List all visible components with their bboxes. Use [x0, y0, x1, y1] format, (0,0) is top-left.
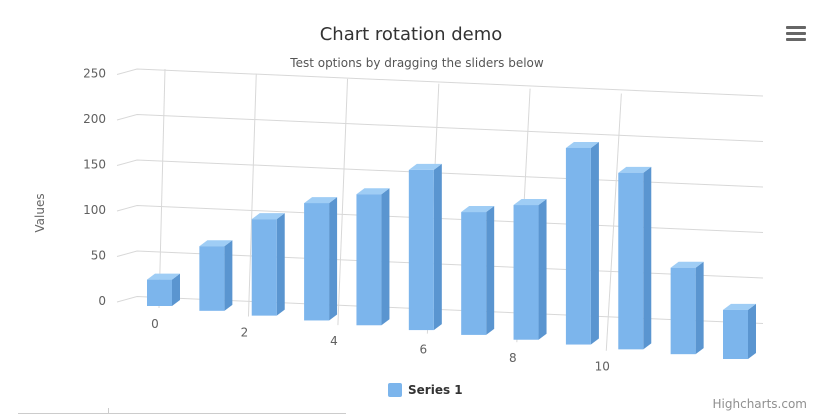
x-gridline-2	[337, 78, 349, 326]
gridline-4	[116, 113, 764, 142]
gridline-1	[116, 250, 764, 279]
bar-7	[513, 199, 547, 340]
y-tick-label-1: 50	[91, 249, 106, 263]
bar-top-8	[565, 141, 599, 148]
gridline-2	[116, 204, 764, 233]
credits-link[interactable]: Highcharts.com	[712, 397, 807, 411]
bar-6	[461, 206, 495, 335]
hamburger-menu-icon[interactable]	[786, 26, 806, 44]
bar-top-1	[199, 240, 233, 247]
bar-0	[147, 273, 180, 306]
bar-front-6	[461, 212, 487, 335]
bars-layer	[147, 141, 756, 359]
bar-top-0	[147, 273, 180, 280]
bar-front-2	[251, 219, 277, 316]
bar-1	[199, 240, 233, 311]
bar-side-0	[172, 273, 180, 306]
bar-side-5	[433, 163, 442, 331]
bar-10	[670, 261, 704, 355]
bar-11	[723, 303, 756, 359]
bar-side-3	[329, 197, 338, 321]
bar-top-3	[304, 197, 338, 204]
bar-9	[618, 166, 652, 350]
y-tick-label-0: 0	[98, 294, 106, 308]
bar-top-7	[513, 199, 547, 206]
bar-front-4	[356, 194, 382, 326]
bar-side-9	[643, 166, 652, 350]
bar-side-7	[538, 199, 547, 340]
slider-track	[18, 413, 346, 414]
bar-5	[408, 163, 442, 331]
bar-3	[304, 197, 338, 321]
bar-side-1	[224, 240, 233, 311]
bar-top-5	[408, 163, 442, 170]
chart-subtitle: Test options by dragging the sliders bel…	[289, 56, 544, 70]
bar-top-11	[723, 303, 756, 310]
y-axis-title: Values	[33, 193, 47, 232]
slider-tick	[108, 408, 109, 414]
y-tick-label-4: 200	[83, 112, 106, 126]
x-gridline-1	[247, 73, 257, 317]
x-tick-label-4: 8	[509, 351, 517, 365]
legend-swatch	[388, 383, 402, 397]
x-tick-label-3: 6	[420, 343, 428, 357]
x-gridline-0	[158, 68, 166, 309]
bar-front-5	[408, 169, 434, 331]
bar-top-4	[356, 188, 390, 195]
gridline-5	[116, 68, 764, 97]
bar-top-2	[251, 213, 285, 220]
x-tick-label-1: 2	[241, 326, 249, 340]
bar-front-8	[565, 147, 591, 345]
bar-8	[565, 141, 599, 345]
bar-side-8	[590, 141, 599, 345]
legend-item-series-1[interactable]: Series 1	[388, 383, 463, 397]
bar-side-10	[695, 261, 704, 355]
bar-side-6	[486, 206, 495, 335]
bar-front-0	[147, 279, 172, 306]
bar-front-7	[513, 205, 539, 340]
bar-top-6	[461, 206, 495, 213]
bar-side-2	[276, 213, 285, 316]
legend-label: Series 1	[408, 383, 463, 397]
bar-front-11	[723, 309, 748, 359]
grid-layer	[116, 68, 764, 351]
gridline-3	[116, 159, 764, 188]
bar-top-10	[670, 261, 704, 268]
bar-side-11	[748, 303, 756, 359]
x-tick-label-5: 10	[595, 360, 610, 374]
bar-front-10	[670, 267, 696, 355]
bar-4	[356, 188, 390, 326]
chart-title: Chart rotation demo	[320, 24, 503, 45]
x-gridline-5	[605, 93, 622, 351]
x-tick-label-0: 0	[151, 317, 159, 331]
x-tick-label-2: 4	[330, 334, 338, 348]
bar-front-1	[199, 246, 225, 311]
bar-top-9	[618, 166, 652, 173]
bar-2	[251, 213, 285, 316]
bar-front-3	[304, 203, 330, 321]
bar-side-4	[381, 188, 390, 326]
y-tick-label-5: 250	[83, 67, 106, 81]
x-axis-labels: 0 2 4 6 8 10	[151, 317, 610, 374]
y-axis-labels: 0 50 100 150 200 250	[83, 67, 106, 309]
gridline-0	[116, 295, 764, 324]
bar-front-9	[618, 172, 644, 350]
y-tick-label-2: 100	[83, 203, 106, 217]
y-tick-label-3: 150	[83, 158, 106, 172]
